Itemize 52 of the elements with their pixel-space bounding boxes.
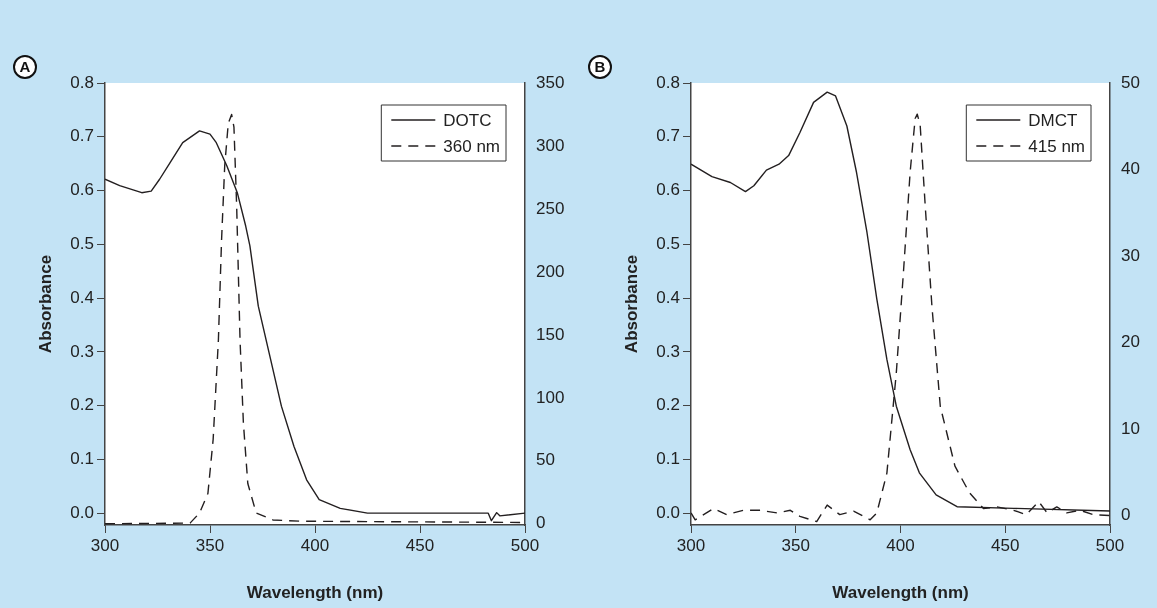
x-tick-label: 350 [781, 535, 810, 555]
y2-tick-label: 30 [1121, 245, 1140, 265]
x-axis-title: Wavelength (nm) [832, 583, 969, 603]
y-tick-label: 0.0 [70, 502, 94, 522]
x-tick-label: 400 [300, 535, 330, 555]
y2-tick-label: 250 [536, 198, 565, 218]
y-tick-label: 0.0 [656, 502, 680, 522]
y2-tick-label: 20 [1121, 332, 1140, 352]
y-tick-label: 0.8 [656, 72, 680, 92]
y-axis-title: Absorbance [35, 254, 55, 354]
y-tick-label: 0.8 [70, 72, 94, 92]
y-tick-label: 0.1 [70, 449, 94, 469]
y2-tick-label: 150 [536, 324, 565, 344]
y2-tick-label: 0 [1121, 505, 1131, 525]
y2-tick-label: 300 [536, 135, 565, 155]
y-tick-label: 0.5 [656, 234, 680, 253]
legend-label: 360 nm [443, 136, 500, 156]
y-tick-label: 0.4 [656, 287, 680, 307]
y-tick-label: 0.6 [70, 180, 94, 200]
text: A [13, 55, 37, 79]
y-tick-label: 0.1 [656, 449, 680, 469]
x-axis-title: Wavelength (nm) [246, 583, 384, 603]
y2-tick-label: 200 [536, 261, 565, 281]
y-tick-label: 0.2 [70, 395, 94, 415]
y2-tick-label: 0 [536, 513, 546, 533]
y-tick-label: 0.6 [656, 180, 680, 200]
y2-tick-label: 350 [536, 72, 565, 92]
x-tick-label: 300 [90, 535, 120, 555]
y-tick-label: 0.4 [70, 287, 94, 307]
x-tick-label: 450 [991, 535, 1020, 555]
x-tick-label: 300 [676, 535, 706, 555]
legend-label: DOTC [443, 110, 492, 130]
y-tick-label: 0.2 [656, 395, 680, 415]
y-tick-label: 0.3 [70, 341, 94, 361]
y2-tick-label: 50 [536, 450, 555, 470]
x-tick-label: 500 [1095, 535, 1125, 555]
x-tick-label: 450 [405, 535, 435, 555]
y2-tick-label: 50 [1121, 72, 1140, 92]
y2-tick-label: 100 [536, 387, 565, 407]
x-tick-label: 500 [510, 535, 540, 555]
text: B [588, 55, 612, 79]
x-tick-label: 400 [886, 535, 915, 555]
y-tick-label: 0.3 [656, 341, 680, 361]
y2-tick-label: 10 [1121, 418, 1140, 438]
y-tick-label: 0.7 [70, 126, 94, 146]
y-axis-title: Absorbance [621, 254, 641, 354]
y2-tick-label: 40 [1121, 159, 1140, 179]
y-tick-label: 0.7 [656, 126, 680, 146]
legend-label: DMCT [1028, 110, 1078, 130]
legend-label: 415 nm [1028, 136, 1085, 156]
y-tick-label: 0.5 [70, 234, 94, 253]
x-tick-label: 350 [195, 535, 225, 555]
